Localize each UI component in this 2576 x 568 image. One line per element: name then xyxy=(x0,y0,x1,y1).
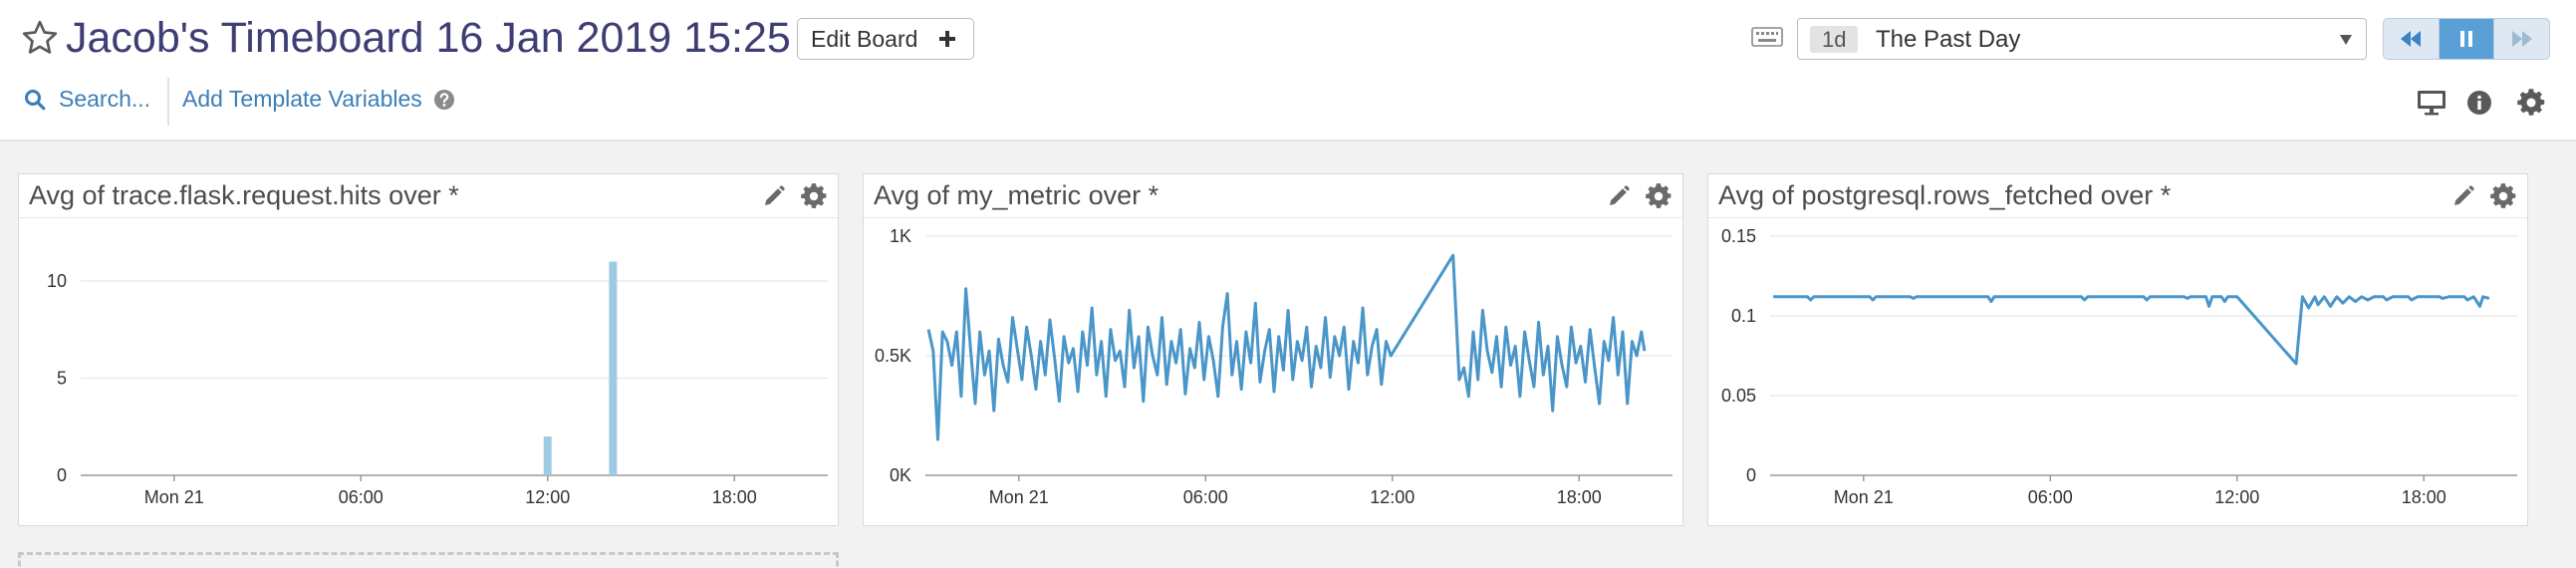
x-tick-label: 12:00 xyxy=(525,487,570,507)
plus-icon xyxy=(939,31,955,47)
pencil-icon[interactable] xyxy=(762,184,786,208)
bar[interactable] xyxy=(609,261,618,476)
pencil-icon[interactable] xyxy=(2451,184,2475,208)
series-line[interactable] xyxy=(926,253,1647,441)
x-tick-label: 18:00 xyxy=(712,487,757,507)
fast-forward-icon xyxy=(2511,31,2532,47)
time-range-label: The Past Day xyxy=(1876,26,2021,53)
page-title: Jacob's Timeboard 16 Jan 2019 15:25 xyxy=(66,14,791,62)
widget-header: Avg of postgresql.rows_fetched over * xyxy=(1708,174,2527,218)
widget-header: Avg of trace.flask.request.hits over * xyxy=(19,174,838,218)
y-tick-label: 0.05 xyxy=(1721,386,1756,406)
x-tick-label: Mon 21 xyxy=(144,487,204,507)
series-line[interactable] xyxy=(1773,295,2490,366)
dashboard-header: Jacob's Timeboard 16 Jan 2019 15:25 Edit… xyxy=(0,0,2576,142)
keyboard-icon[interactable] xyxy=(1751,27,1783,47)
pause-button[interactable] xyxy=(2438,19,2494,59)
x-tick-label: Mon 21 xyxy=(1834,487,1894,507)
rewind-icon xyxy=(2401,31,2422,47)
playback-controls xyxy=(2383,18,2550,60)
add-template-variables-link[interactable]: Add Template Variables xyxy=(182,86,455,113)
question-circle-icon[interactable] xyxy=(433,89,455,111)
widget-title: Avg of trace.flask.request.hits over * xyxy=(29,180,459,210)
y-tick-label: 0.5K xyxy=(875,346,911,366)
chart-plot: 0K 0.5K 1K Mon 21 06:00 12:00 18:00 xyxy=(875,226,1673,507)
edit-board-label: Edit Board xyxy=(811,25,918,52)
rewind-button[interactable] xyxy=(2384,19,2439,59)
gear-icon[interactable] xyxy=(800,182,828,210)
x-tick-label: 12:00 xyxy=(1370,487,1415,507)
y-tick-label: 5 xyxy=(57,369,67,389)
chart-plot: 0 0.05 0.1 0.15 Mon 21 06:00 12:00 18:00 xyxy=(1721,226,2517,507)
pencil-icon[interactable] xyxy=(1607,184,1631,208)
time-range-badge: 1d xyxy=(1810,26,1859,53)
widget-title: Avg of postgresql.rows_fetched over * xyxy=(1718,180,2172,210)
caret-down-icon xyxy=(2340,35,2352,45)
y-tick-label: 0.1 xyxy=(1731,306,1756,326)
chart-plot: 0 5 10 Mon 21 06:00 12:00 18:00 xyxy=(47,261,828,507)
y-tick-label: 0.15 xyxy=(1721,226,1756,246)
y-tick-label: 10 xyxy=(47,271,67,291)
star-icon[interactable] xyxy=(20,18,60,58)
empty-widget-placeholder[interactable] xyxy=(18,552,839,568)
widget-trace-flask-request-hits: Avg of trace.flask.request.hits over * 0… xyxy=(18,173,839,526)
y-tick-label: 0 xyxy=(57,465,67,485)
x-tick-label: 06:00 xyxy=(2028,487,2073,507)
widget-header: Avg of my_metric over * xyxy=(864,174,1682,218)
gear-icon[interactable] xyxy=(2489,182,2517,210)
x-tick-label: 12:00 xyxy=(2214,487,2259,507)
x-tick-label: 18:00 xyxy=(2402,487,2447,507)
fast-forward-button[interactable] xyxy=(2493,19,2549,59)
x-tick-label: 06:00 xyxy=(339,487,384,507)
search-link[interactable]: Search... xyxy=(24,86,150,113)
y-tick-label: 0 xyxy=(1746,465,1756,485)
x-tick-label: 18:00 xyxy=(1557,487,1602,507)
tv-mode-icon[interactable] xyxy=(2417,90,2447,116)
header-divider xyxy=(167,78,169,126)
info-icon[interactable] xyxy=(2466,90,2492,116)
gear-icon[interactable] xyxy=(1645,182,1673,210)
gear-icon[interactable] xyxy=(2516,88,2546,118)
add-template-variables-label: Add Template Variables xyxy=(182,86,422,112)
x-tick-label: 06:00 xyxy=(1183,487,1228,507)
y-tick-label: 1K xyxy=(890,226,911,246)
x-tick-label: Mon 21 xyxy=(989,487,1049,507)
widget-my-metric: Avg of my_metric over * 0K 0.5K 1K Mon 21 06… xyxy=(863,173,1683,526)
search-label: Search... xyxy=(59,86,151,112)
pause-icon xyxy=(2460,31,2472,47)
edit-board-button[interactable]: Edit Board xyxy=(797,18,974,60)
search-icon xyxy=(25,89,46,110)
y-tick-label: 0K xyxy=(890,465,911,485)
time-range-select[interactable]: 1d The Past Day xyxy=(1797,18,2367,60)
widget-title: Avg of my_metric over * xyxy=(874,180,1159,210)
bar[interactable] xyxy=(543,436,552,475)
